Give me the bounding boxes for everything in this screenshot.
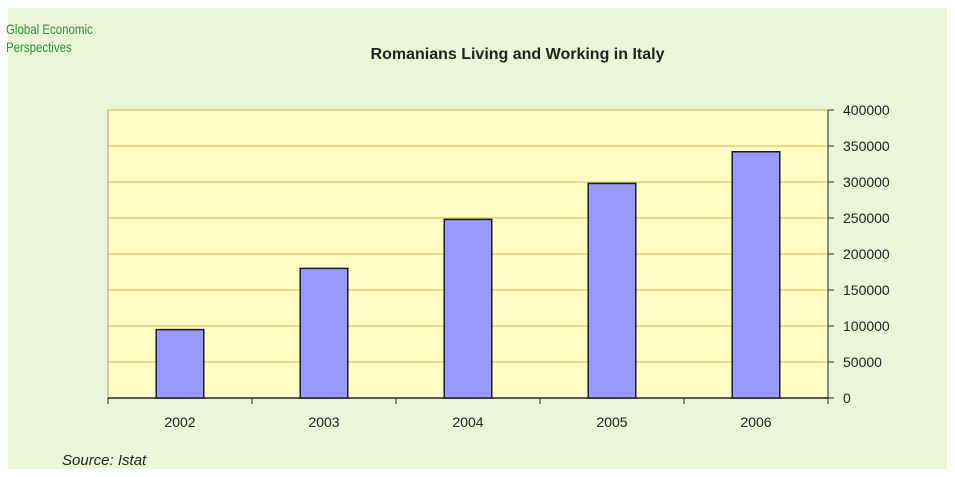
bar [299,267,349,399]
x-tick-label: 2004 [452,414,483,430]
y-tick-label: 200000 [843,246,890,262]
y-tick-label: 350000 [843,138,890,154]
x-tick-label: 2003 [308,414,339,430]
x-tick-label: 2006 [740,414,771,430]
y-tick-label: 300000 [843,174,890,190]
bar [155,328,205,399]
brand-line-1: Global Economic [6,21,93,37]
source-note: Source: Istat [62,452,147,469]
y-tick-label: 50000 [843,354,882,370]
brand-line-2: Perspectives [6,39,72,55]
bar [731,151,781,399]
y-tick-label: 0 [843,390,851,406]
y-tick-label: 100000 [843,318,890,334]
y-tick-label: 150000 [843,282,890,298]
y-tick-label: 250000 [843,210,890,226]
x-tick-label: 2005 [596,414,627,430]
x-tick-label: 2002 [164,414,195,430]
y-tick-label: 400000 [843,102,890,118]
bar [587,182,637,399]
chart-title: Romanians Living and Working in Italy [370,46,665,63]
bar [443,218,493,399]
